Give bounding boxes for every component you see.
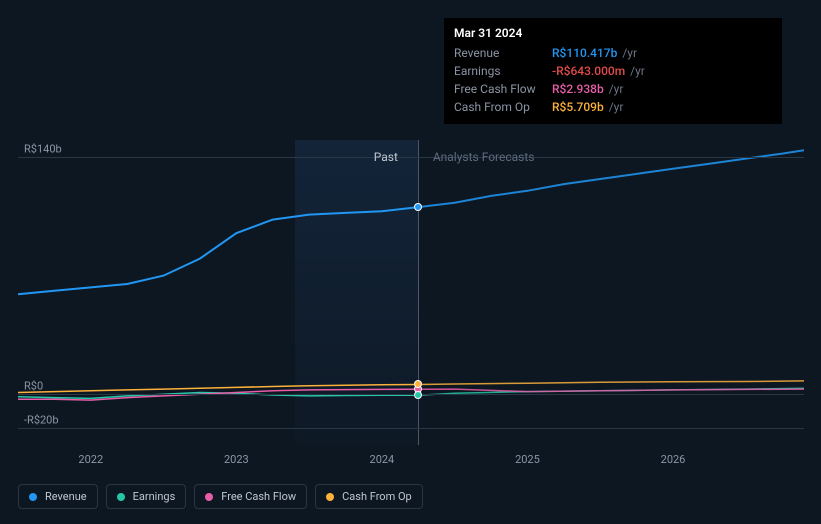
x-axis-label: 2022 [78,453,103,466]
tooltip-row: Earnings -R$643.000m /yr [454,62,772,80]
forecast-label: Analysts Forecasts [433,150,535,164]
past-label: Past [374,150,398,164]
legend-swatch-icon [117,493,125,501]
gridline [18,157,804,158]
x-axis-label: 2023 [224,453,249,466]
legend-item[interactable]: Revenue [18,484,98,509]
tooltip-row: Free Cash Flow R$2.938b /yr [454,80,772,98]
tooltip-value: R$2.938b /yr [552,80,623,98]
tooltip-row: Revenue R$110.417b /yr [454,44,772,62]
legend-swatch-icon [205,493,213,501]
tooltip-key: Earnings [454,62,544,80]
tooltip-key: Revenue [454,44,544,62]
legend-item[interactable]: Free Cash Flow [194,484,307,509]
gridline [18,394,804,395]
series-marker [414,203,422,211]
y-axis-label: -R$20b [24,414,59,427]
tooltip-key: Cash From Op [454,98,544,116]
legend-swatch-icon [326,493,334,501]
legend-label: Free Cash Flow [221,490,296,503]
series-marker [414,380,422,388]
legend-label: Cash From Op [342,490,412,503]
tooltip-row: Cash From Op R$5.709b /yr [454,98,772,116]
y-axis-label: R$140b [24,142,62,155]
legend-label: Earnings [133,490,176,503]
y-axis-label: R$0 [24,380,43,393]
x-axis-label: 2026 [661,453,686,466]
tooltip-date: Mar 31 2024 [454,24,772,42]
x-axis-label: 2025 [515,453,540,466]
tooltip-value: -R$643.000m /yr [552,62,645,80]
highlight-shade [295,140,419,445]
series-marker [414,391,422,399]
x-axis-label: 2024 [370,453,395,466]
cursor-line [418,140,419,445]
gridline [18,428,804,429]
tooltip-value: R$5.709b /yr [552,98,623,116]
tooltip-value: R$110.417b /yr [552,44,637,62]
chart-tooltip: Mar 31 2024 RevenueR$110.417b /yrEarning… [444,18,782,124]
legend-label: Revenue [45,490,87,503]
chart-legend: Revenue Earnings Free Cash Flow Cash From O… [18,484,423,509]
legend-swatch-icon [29,493,37,501]
legend-item[interactable]: Cash From Op [315,484,423,509]
tooltip-key: Free Cash Flow [454,80,544,98]
legend-item[interactable]: Earnings [106,484,187,509]
